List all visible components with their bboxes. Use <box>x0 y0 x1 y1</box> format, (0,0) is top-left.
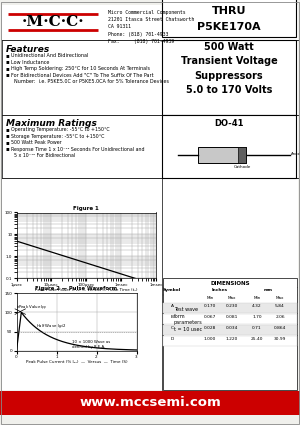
Text: ·M·C·C·: ·M·C·C· <box>22 15 84 29</box>
Text: 0.71: 0.71 <box>252 326 262 330</box>
X-axis label: Peak Pulse Current (% I₂₂)  —  Versus  —  Time (S): Peak Pulse Current (% I₂₂) — Versus — Ti… <box>26 360 127 364</box>
Text: Features: Features <box>6 45 50 54</box>
Text: 1.70: 1.70 <box>252 315 262 319</box>
Text: 1.000: 1.000 <box>204 337 216 341</box>
Text: 30.99: 30.99 <box>274 337 286 341</box>
Bar <box>162 40 296 115</box>
Text: Peak Value I$_{pp}$: Peak Value I$_{pp}$ <box>19 303 48 312</box>
Y-axis label: % I$_{pp}$: % I$_{pp}$ <box>0 315 3 329</box>
Text: 0.081: 0.081 <box>226 315 238 319</box>
Text: 0.067: 0.067 <box>204 315 216 319</box>
X-axis label: Peak Pulse Power (P₂₂) — versus — Pulse Time (t₂): Peak Pulse Power (P₂₂) — versus — Pulse … <box>35 288 137 292</box>
Text: Micro Commercial Components
21201 Itasca Street Chatsworth
CA 91311
Phone: (818): Micro Commercial Components 21201 Itasca… <box>108 10 194 44</box>
Text: mm: mm <box>263 288 272 292</box>
Text: Response Time 1 x 10⁻¹² Seconds For Unidirectional and
  5 x 10⁻¹² For Bidirecti: Response Time 1 x 10⁻¹² Seconds For Unid… <box>11 147 145 158</box>
Text: ▪: ▪ <box>6 53 10 58</box>
Text: Cathode: Cathode <box>233 165 250 169</box>
Text: DIMENSIONS: DIMENSIONS <box>210 281 250 286</box>
Text: $t_r$: $t_r$ <box>16 303 21 311</box>
Text: 5.84: 5.84 <box>275 304 285 308</box>
Bar <box>163 314 297 324</box>
Y-axis label: P$_{pk}$, KW: P$_{pk}$, KW <box>0 235 3 255</box>
Text: Low Inductance: Low Inductance <box>11 60 50 65</box>
Text: 10 × 1000 Wave as
defined by R.E.A.: 10 × 1000 Wave as defined by R.E.A. <box>73 340 111 348</box>
Title: Figure 1: Figure 1 <box>74 206 99 211</box>
Text: Anode: Anode <box>291 152 300 156</box>
Text: For Bidirectional Devices Add "C" To The Suffix Of The Part
  Number:  i.e. P5KE: For Bidirectional Devices Add "C" To The… <box>11 73 169 84</box>
Text: 2.06: 2.06 <box>275 315 285 319</box>
Bar <box>198 147 246 163</box>
Bar <box>162 115 296 178</box>
Text: High Temp Soldering: 250°C for 10 Seconds At Terminals: High Temp Soldering: 250°C for 10 Second… <box>11 66 150 71</box>
Bar <box>163 278 297 390</box>
Text: 0.864: 0.864 <box>274 326 286 330</box>
Text: Min: Min <box>254 296 261 300</box>
Text: Half Wave I$_{pp}$/2: Half Wave I$_{pp}$/2 <box>37 322 68 331</box>
Text: 500 Watt
Transient Voltage
Suppressors
5.0 to 170 Volts: 500 Watt Transient Voltage Suppressors 5… <box>181 42 278 95</box>
Text: ▪: ▪ <box>6 140 10 145</box>
Text: ▪: ▪ <box>6 127 10 132</box>
Bar <box>162 0 296 37</box>
Bar <box>163 325 297 335</box>
Text: 500 Watt Peak Power: 500 Watt Peak Power <box>11 140 61 145</box>
Text: 1.220: 1.220 <box>226 337 238 341</box>
Bar <box>2 40 162 115</box>
Text: B: B <box>170 315 173 319</box>
Text: 0.170: 0.170 <box>204 304 216 308</box>
Bar <box>238 147 246 163</box>
Text: ▪: ▪ <box>6 73 10 77</box>
Text: Storage Temperature: -55°C to +150°C: Storage Temperature: -55°C to +150°C <box>11 133 104 139</box>
Text: ▪: ▪ <box>6 66 10 71</box>
Text: 0.230: 0.230 <box>226 304 238 308</box>
Text: P5KE5.0
THRU
P5KE170A: P5KE5.0 THRU P5KE170A <box>197 0 261 31</box>
Title: Figure 2 — Pulse Waveform: Figure 2 — Pulse Waveform <box>35 286 118 292</box>
Text: ▪: ▪ <box>6 60 10 65</box>
Text: www.mccsemi.com: www.mccsemi.com <box>79 397 221 410</box>
Text: Min: Min <box>206 296 214 300</box>
Bar <box>163 336 297 346</box>
Text: Max: Max <box>228 296 236 300</box>
Text: Maximum Ratings: Maximum Ratings <box>6 119 97 128</box>
Text: Operating Temperature: -55°C to +150°C: Operating Temperature: -55°C to +150°C <box>11 127 110 132</box>
Text: Inches: Inches <box>212 288 228 292</box>
Text: D: D <box>170 337 174 341</box>
Text: ▪: ▪ <box>6 133 10 139</box>
Text: 0.028: 0.028 <box>204 326 216 330</box>
Text: Unidirectional And Bidirectional: Unidirectional And Bidirectional <box>11 53 88 58</box>
Text: 0.034: 0.034 <box>226 326 238 330</box>
Text: Test wave
form
parameters
t = 10 usec: Test wave form parameters t = 10 usec <box>174 307 203 332</box>
Text: C: C <box>170 326 173 330</box>
Bar <box>0 391 300 415</box>
Bar <box>2 115 162 178</box>
Text: Max: Max <box>276 296 284 300</box>
Text: DO-41: DO-41 <box>214 119 244 128</box>
Text: ▪: ▪ <box>6 147 10 151</box>
Bar <box>163 303 297 313</box>
Text: Symbol: Symbol <box>163 288 181 292</box>
Text: 4.32: 4.32 <box>252 304 262 308</box>
Text: 25.40: 25.40 <box>251 337 263 341</box>
Text: A: A <box>170 304 173 308</box>
